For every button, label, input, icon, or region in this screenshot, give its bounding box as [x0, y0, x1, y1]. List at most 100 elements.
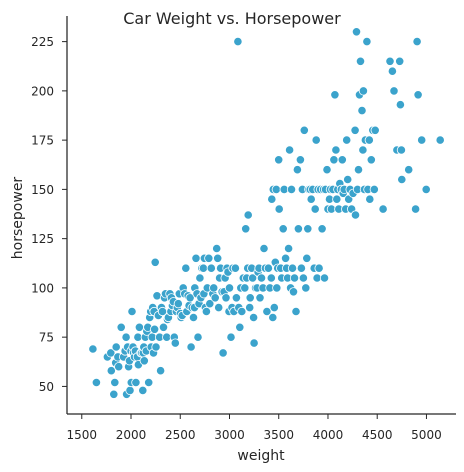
data-point [370, 125, 380, 135]
data-point [292, 165, 302, 175]
data-point [231, 293, 241, 303]
y-tick-label: 100 [31, 281, 54, 295]
data-point [151, 342, 161, 352]
y-tick-label: 225 [31, 35, 54, 49]
data-point [395, 100, 405, 110]
data-point [303, 224, 313, 234]
x-tick-label: 2000 [116, 428, 147, 442]
data-point [296, 263, 306, 273]
data-point [139, 356, 149, 366]
data-point [193, 332, 203, 342]
y-tick-label: 50 [39, 380, 54, 394]
data-point [314, 263, 324, 273]
data-point [262, 306, 272, 317]
data-point [365, 194, 375, 204]
data-point [337, 155, 347, 165]
data-point [357, 106, 367, 116]
data-point [351, 27, 362, 37]
data-point [173, 299, 183, 309]
data-point [278, 224, 288, 234]
data-point [389, 86, 399, 96]
data-point [397, 174, 407, 185]
data-point [213, 253, 223, 263]
data-point [162, 332, 172, 342]
data-point [435, 135, 445, 145]
data-point [286, 184, 297, 194]
data-point [224, 283, 235, 293]
data-point [111, 342, 121, 352]
y-tick-label: 125 [31, 232, 54, 246]
data-point [298, 273, 308, 283]
data-point [210, 293, 220, 303]
data-point [116, 322, 126, 332]
x-tick-label: 4500 [362, 428, 393, 442]
data-point [152, 291, 162, 301]
data-point [245, 302, 255, 313]
data-point [158, 322, 169, 332]
y-axis-ticks: 50 75 100 125 150 175 200 225 [31, 35, 67, 394]
data-point [245, 293, 255, 303]
data-point [330, 90, 340, 100]
data-point [395, 56, 405, 66]
data-point [272, 283, 282, 293]
data-point [205, 299, 215, 309]
x-axis-ticks: 1500 2000 2500 3000 3500 4000 4500 5000 [66, 414, 442, 442]
data-point [263, 263, 273, 273]
data-point [378, 204, 388, 214]
data-point [364, 135, 374, 145]
data-point [209, 283, 219, 293]
data-point [302, 253, 312, 263]
data-point [343, 174, 353, 185]
data-point [268, 312, 278, 323]
data-point [269, 302, 279, 313]
data-point [204, 253, 214, 263]
data-point [350, 125, 360, 135]
data-point [353, 165, 364, 175]
data-point [201, 306, 211, 317]
data-point [218, 348, 228, 358]
data-point [170, 338, 180, 348]
data-point [332, 194, 342, 204]
data-point [287, 263, 298, 273]
data-point [241, 224, 251, 234]
data-point [181, 263, 191, 273]
x-tick-label: 3000 [214, 428, 245, 442]
data-point [329, 155, 339, 165]
data-point [362, 36, 372, 47]
data-point [283, 243, 294, 254]
data-point [186, 342, 196, 352]
data-point [206, 263, 216, 273]
y-tick-label: 75 [39, 331, 54, 345]
data-point [410, 204, 421, 214]
data-point [131, 377, 141, 388]
data-point [109, 389, 119, 399]
data-point [188, 312, 199, 323]
y-tick-label: 150 [31, 183, 54, 197]
data-point [289, 273, 300, 283]
data-point [319, 273, 330, 283]
data-point [301, 283, 311, 293]
data-point [110, 377, 120, 388]
data-point [350, 210, 361, 220]
data-point [230, 263, 240, 273]
data-point [291, 306, 301, 317]
data-point [271, 184, 281, 194]
data-point [243, 210, 253, 220]
data-point [331, 145, 341, 155]
data-point [255, 293, 265, 303]
data-point [91, 377, 102, 388]
data-point [256, 273, 267, 283]
data-point [191, 253, 201, 263]
data-point [306, 194, 316, 204]
data-point [125, 385, 135, 395]
data-point [88, 344, 98, 354]
data-point [396, 145, 406, 155]
data-point [421, 184, 431, 194]
data-point [317, 224, 327, 234]
data-point [121, 332, 131, 342]
data-point [322, 165, 332, 175]
data-point [358, 86, 368, 96]
x-tick-label: 5000 [411, 428, 442, 442]
data-point [195, 273, 205, 283]
